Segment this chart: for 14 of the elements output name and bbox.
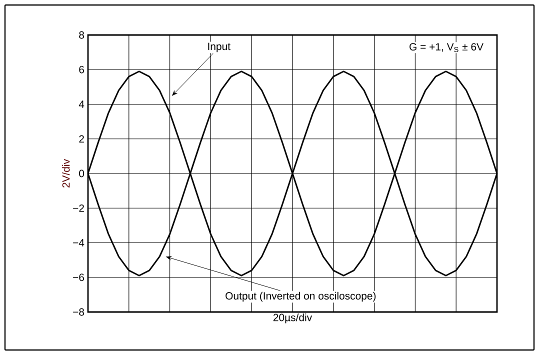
y-tick-label: −8 bbox=[73, 308, 84, 316]
y-axis-title: 2V/div bbox=[62, 159, 70, 188]
y-tick-label: 6 bbox=[79, 66, 84, 74]
y-tick-label: −4 bbox=[73, 239, 84, 246]
y-tick-label: −6 bbox=[73, 274, 84, 282]
y-tick-label: 4 bbox=[78, 100, 84, 108]
annotation: G = +1, V$_{S}$ ± 6V bbox=[410, 43, 484, 52]
y-tick-label: 2 bbox=[79, 135, 84, 143]
annotation: Output (Inverted on osciloscope) bbox=[226, 292, 376, 302]
annotation: Input bbox=[208, 42, 230, 52]
y-tick-label: 8 bbox=[79, 31, 84, 39]
y-tick-label: −2 bbox=[73, 204, 84, 212]
x-axis-title: 20µs/div bbox=[273, 314, 312, 324]
y-tick-label: 0 bbox=[79, 170, 84, 178]
